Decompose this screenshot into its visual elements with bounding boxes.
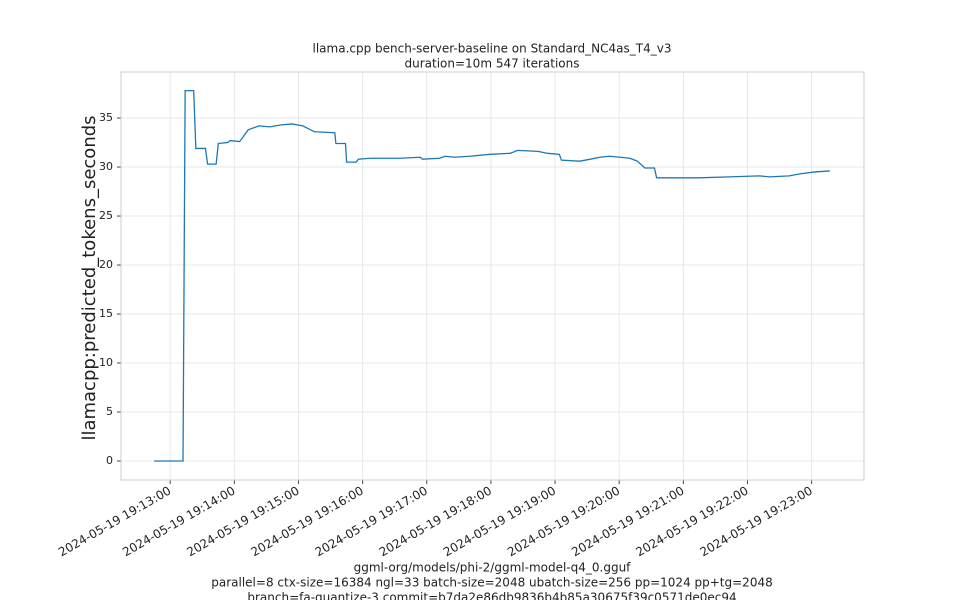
x-tick-label: 2024-05-19 19:18:00 xyxy=(377,484,494,560)
x-tick-label: 2024-05-19 19:16:00 xyxy=(248,484,365,560)
data-line xyxy=(154,89,830,462)
x-tick-label: 2024-05-19 19:21:00 xyxy=(569,484,686,560)
x-tick-label: 2024-05-19 19:23:00 xyxy=(697,484,814,560)
y-tick-label: 30 xyxy=(99,160,113,173)
x-tick-label: 2024-05-19 19:17:00 xyxy=(313,484,430,560)
y-tick-label: 20 xyxy=(99,258,113,271)
x-tick-label: 2024-05-19 19:19:00 xyxy=(441,484,558,560)
x-tick-label: 2024-05-19 19:15:00 xyxy=(184,484,301,560)
y-tick-label: 5 xyxy=(106,405,113,418)
x-tick-label: 2024-05-19 19:14:00 xyxy=(120,484,237,560)
y-axis-label: llamacpp:predicted_tokens_seconds xyxy=(79,115,100,440)
chart-subtitle: duration=10m 547 iterations xyxy=(405,57,580,71)
y-tick-label: 0 xyxy=(106,454,113,467)
footer-note: ggml-org/models/phi-2/ggml-model-q4_0.gg… xyxy=(354,561,632,575)
plot-frame xyxy=(120,71,865,481)
x-tick-label: 2024-05-19 19:20:00 xyxy=(505,484,622,560)
y-tick-label: 25 xyxy=(99,209,113,222)
x-tick-label: 2024-05-19 19:22:00 xyxy=(633,484,750,560)
y-tick-label: 10 xyxy=(99,356,113,369)
footer-note: branch=fa-quantize-3 commit=b7da2e86db98… xyxy=(247,591,736,600)
x-tick-label: 2024-05-19 19:13:00 xyxy=(56,484,173,560)
chart-title: llama.cpp bench-server-baseline on Stand… xyxy=(313,42,672,56)
footer-note: parallel=8 ctx-size=16384 ngl=33 batch-s… xyxy=(211,576,772,590)
y-tick-label: 35 xyxy=(99,111,113,124)
y-tick-label: 15 xyxy=(99,307,113,320)
